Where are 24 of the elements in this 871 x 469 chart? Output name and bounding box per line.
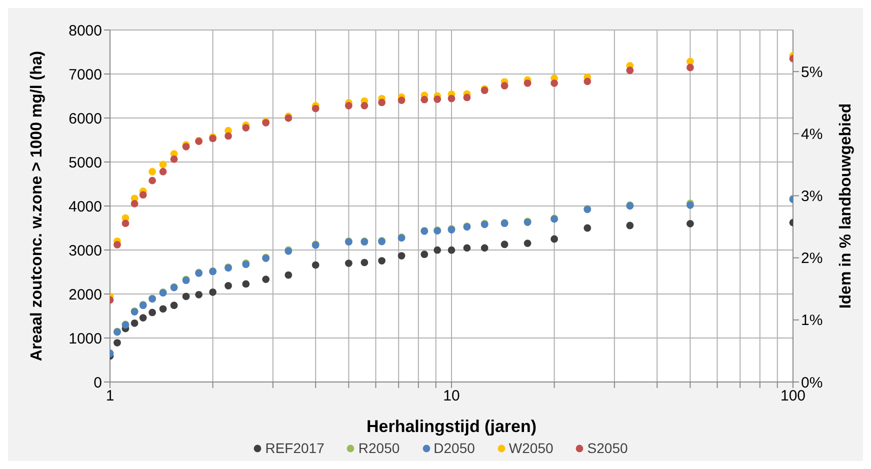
- y-tick-label: 2000: [68, 286, 102, 304]
- x-axis-title: Herhalingstijd (jaren): [366, 417, 537, 436]
- y-tick-label: 6000: [68, 110, 102, 128]
- y-tick-label: 3000: [68, 242, 102, 260]
- y2-tick-label: 3%: [801, 188, 823, 206]
- legend-label: REF2017: [264, 440, 324, 456]
- y-tick-label: 1000: [68, 330, 102, 348]
- x-tick-label: 1: [106, 388, 114, 405]
- x-tick-label: 10: [443, 388, 460, 405]
- y2-tick-label: 5%: [801, 64, 823, 81]
- y-tick-label: 8000: [68, 22, 102, 40]
- legend-label: W2050: [508, 440, 554, 456]
- legend-label: R2050: [357, 440, 400, 456]
- y2-tick-label: 1%: [801, 312, 823, 330]
- y-tick-label: 0: [94, 374, 102, 392]
- legend-label: D2050: [432, 440, 475, 456]
- y-axis-title: Areaal zoutconc. w.zone > 1000 mg/l (ha): [28, 50, 46, 362]
- legend-label: S2050: [586, 440, 628, 456]
- y2-axis-title: Idem in % landbouwgebied: [838, 103, 855, 309]
- y-tick-label: 5000: [68, 154, 102, 172]
- y2-tick-label: 2%: [801, 250, 823, 268]
- y2-tick-label: 4%: [801, 126, 823, 143]
- y-tick-label: 4000: [68, 198, 102, 216]
- y-tick-label: 7000: [68, 66, 102, 84]
